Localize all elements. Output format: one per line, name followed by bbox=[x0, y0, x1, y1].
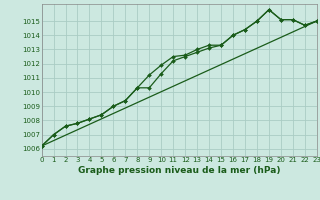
X-axis label: Graphe pression niveau de la mer (hPa): Graphe pression niveau de la mer (hPa) bbox=[78, 166, 280, 175]
